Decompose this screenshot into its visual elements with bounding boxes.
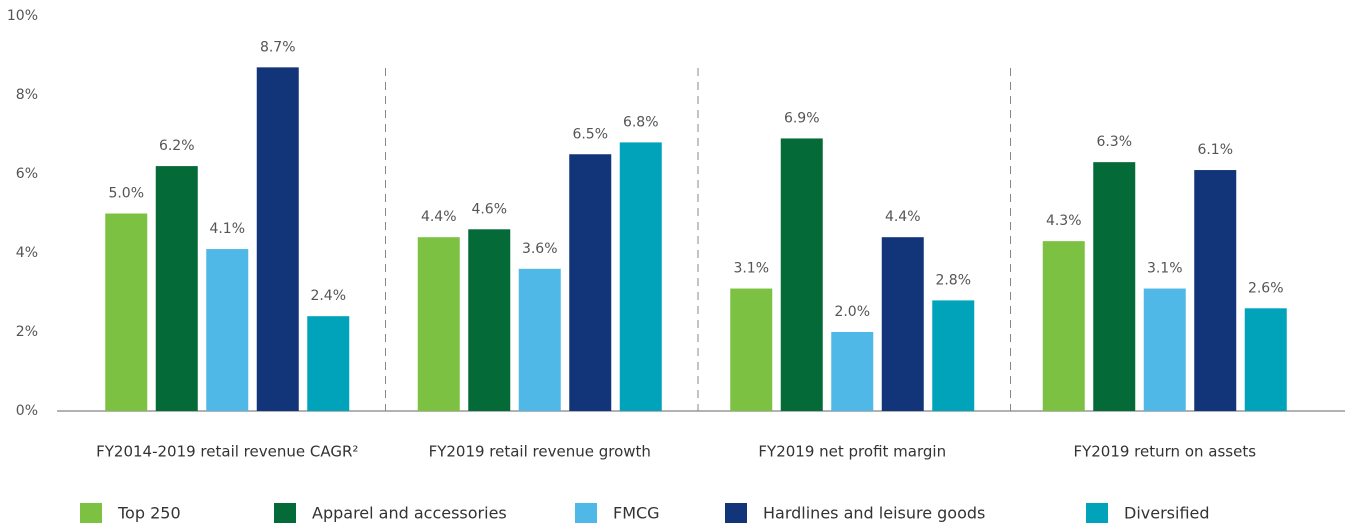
legend-swatch [725,503,747,523]
legend-label: FMCG [613,504,660,523]
legend-label: Diversified [1124,504,1210,523]
x-tick-label: FY2019 net profit margin [758,443,946,461]
value-label: 5.0% [108,186,144,202]
legend-swatch [274,503,296,523]
value-label: 3.1% [733,261,769,277]
bar [932,300,975,411]
value-label: 2.8% [935,272,971,288]
legend-label: Hardlines and leisure goods [763,504,985,523]
value-label: 6.5% [572,126,608,142]
bar [619,142,662,411]
bar [155,166,198,411]
bar [730,288,773,411]
legend-label: Apparel and accessories [312,504,507,523]
bar [1143,288,1186,411]
value-label: 2.6% [1248,280,1284,296]
value-label: 4.3% [1046,213,1082,229]
bar [307,316,350,411]
bar [780,138,823,411]
y-tick-label: 10% [7,8,38,24]
bar [256,67,299,411]
value-label: 4.6% [471,201,507,217]
bar [518,268,561,411]
value-label: 3.6% [522,241,558,257]
value-label: 4.1% [209,221,245,237]
legend-label: Top 250 [117,504,181,523]
value-label: 4.4% [885,209,921,225]
legend-swatch [80,503,102,523]
value-label: 6.3% [1096,134,1132,150]
bar [831,332,874,411]
bar [206,249,249,411]
value-label: 8.7% [260,39,296,55]
bar [1194,170,1237,411]
bar [468,229,511,411]
bar [881,237,924,411]
value-label: 6.8% [623,114,659,130]
x-tick-label: FY2019 retail revenue growth [429,443,651,461]
x-tick-label: FY2014-2019 retail revenue CAGR² [96,443,358,461]
bar [569,154,612,411]
legend-swatch [1086,503,1108,523]
value-label: 6.2% [159,138,195,154]
y-tick-label: 0% [16,403,38,419]
value-label: 6.1% [1197,142,1233,158]
y-tick-label: 6% [16,166,38,182]
bar [1244,308,1287,411]
value-label: 4.4% [421,209,457,225]
x-tick-label: FY2019 return on assets [1073,443,1256,461]
y-tick-label: 2% [16,324,38,340]
value-label: 2.4% [310,288,346,304]
value-label: 2.0% [834,304,870,320]
y-tick-label: 8% [16,87,38,103]
bar [1042,241,1085,411]
legend-swatch [575,503,597,523]
value-label: 6.9% [784,110,820,126]
value-label: 3.1% [1147,261,1183,277]
bar [417,237,460,411]
bar [105,213,148,411]
y-tick-label: 4% [16,245,38,261]
bar [1093,162,1136,411]
